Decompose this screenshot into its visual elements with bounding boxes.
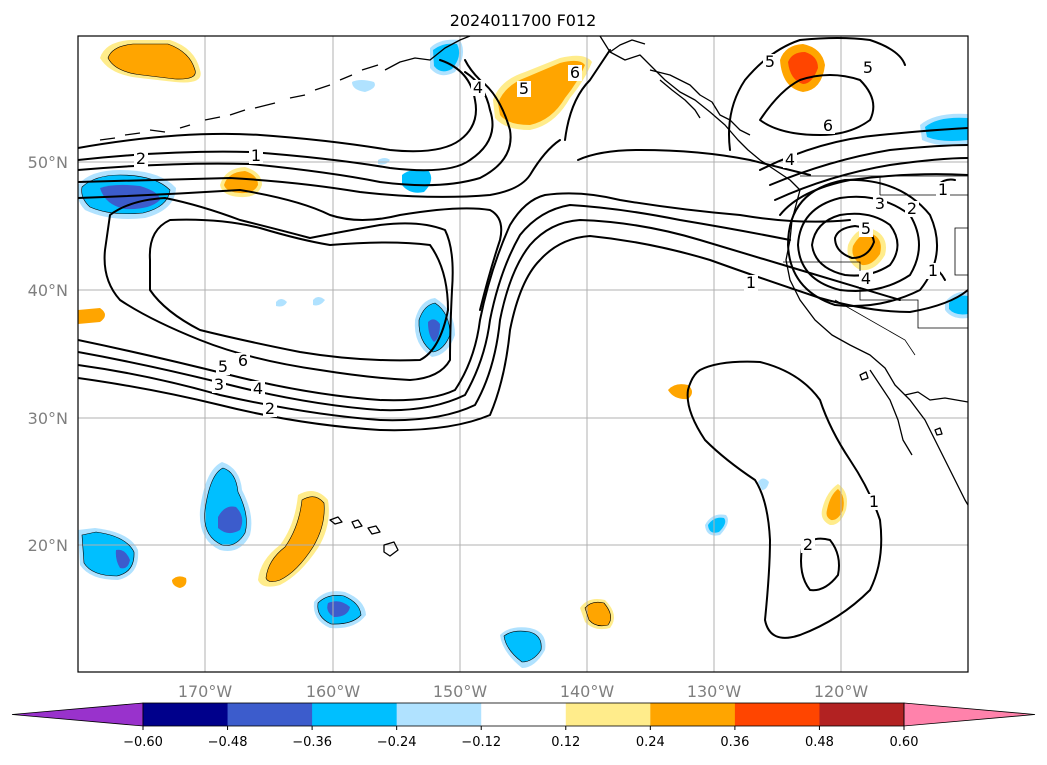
- latitude-labels: 50°N 40°N 30°N 20°N: [28, 153, 68, 555]
- colorbar-bin: [481, 703, 567, 726]
- contour-label-bg: [926, 263, 940, 279]
- lon-label: 120°W: [814, 682, 869, 701]
- contour-label: 5: [861, 219, 871, 238]
- contour-label: 2: [803, 535, 813, 554]
- colorbar-bin: [650, 703, 736, 726]
- colorbar-bin: [734, 703, 820, 726]
- lat-label: 20°N: [28, 536, 68, 555]
- contour-label-bg: [236, 353, 250, 369]
- contour-label: 4: [785, 150, 795, 169]
- contour-label: 5: [863, 58, 873, 77]
- positive-anomaly-shading: [78, 40, 886, 630]
- contour-label: 1: [938, 180, 948, 199]
- colorbar-tick-label: 0.48: [805, 735, 834, 750]
- lat-label: 30°N: [28, 409, 68, 428]
- contour-label-bg: [905, 201, 919, 217]
- contour-label: 2: [907, 199, 917, 218]
- contour-label: 4: [861, 269, 871, 288]
- colorbar-tick-label: 0.12: [551, 735, 580, 750]
- colorbar-bin: [143, 703, 229, 726]
- contour-label-bg: [821, 118, 835, 134]
- contour-label-bg: [212, 377, 226, 393]
- colorbar-frame: [142, 702, 905, 727]
- colorbar-tick-label: −0.24: [377, 735, 417, 750]
- contour-label: 5: [765, 52, 775, 71]
- contour-label: 5: [519, 79, 529, 98]
- colorbar-extend-high: [903, 702, 1036, 727]
- contour-label: 6: [570, 63, 580, 82]
- contour-label-bg: [517, 81, 531, 97]
- contour-label-bg: [568, 65, 582, 81]
- contour-label: 2: [265, 399, 275, 418]
- contour-label-bg: [801, 537, 815, 553]
- contours: [78, 37, 968, 639]
- contour-label-bg: [861, 60, 875, 76]
- map-panel: [78, 36, 968, 672]
- lon-label: 160°W: [306, 682, 361, 701]
- colorbar-extend-low: [11, 702, 144, 727]
- map-border: [77, 35, 969, 673]
- longitude-labels: 170°W 160°W 150°W 140°W 130°W 120°W: [178, 682, 869, 701]
- contour-label-bg: [763, 54, 777, 70]
- colorbar-bin: [396, 703, 482, 726]
- colorbar-bin: [227, 703, 313, 726]
- colorbar: −0.60 −0.48 −0.36 −0.24 −0.12 0.12 0.24 0.36 0.4…: [11, 702, 1036, 750]
- lon-label: 140°W: [560, 682, 615, 701]
- contour-label: 4: [253, 379, 263, 398]
- colorbar-tick-label: 0.60: [890, 735, 919, 750]
- contour-label-bg: [216, 359, 230, 375]
- contour-label-bg: [859, 221, 873, 237]
- colorbar-tick-label: −0.60: [123, 735, 163, 750]
- contour-label: 6: [823, 116, 833, 135]
- figure-title: 2024011700 F012: [450, 11, 597, 30]
- colorbar-bin: [312, 703, 398, 726]
- colorbar-tick-label: −0.36: [292, 735, 332, 750]
- contour-label-bg: [134, 151, 148, 167]
- contour-label-bg: [873, 196, 887, 212]
- colorbar-tick-label: −0.48: [208, 735, 248, 750]
- lon-label: 150°W: [433, 682, 488, 701]
- colorbar-tick-label: −0.12: [461, 735, 501, 750]
- colorbar-tick-label: 0.24: [636, 735, 665, 750]
- lon-label: 130°W: [687, 682, 742, 701]
- contour-label-bg: [867, 494, 881, 510]
- contour-label: 1: [746, 273, 756, 292]
- contour-label: 2: [136, 149, 146, 168]
- contour-label-bg: [744, 275, 758, 291]
- contour-label: 4: [473, 78, 483, 97]
- contour-label-bg: [249, 148, 263, 164]
- contour-label: 1: [869, 492, 879, 511]
- colorbar-tick-label: 0.36: [720, 735, 749, 750]
- lon-label: 170°W: [178, 682, 233, 701]
- contour-label-bg: [263, 401, 277, 417]
- contour-label-bg: [251, 381, 265, 397]
- contour-label: 3: [875, 194, 885, 213]
- shading-edges: [81, 43, 612, 663]
- contour-label: 1: [928, 261, 938, 280]
- contour-label: 1: [251, 146, 261, 165]
- contour-label: 5: [218, 357, 228, 376]
- colorbar-bin: [565, 703, 651, 726]
- contour-label-bg: [471, 80, 485, 96]
- contour-label: 6: [238, 351, 248, 370]
- lat-label: 50°N: [28, 153, 68, 172]
- colorbar-bin: [819, 703, 905, 726]
- contour-label: 3: [214, 375, 224, 394]
- contour-label-bg: [859, 271, 873, 287]
- contour-label-bg: [936, 182, 950, 198]
- contour-label-bg: [783, 152, 797, 168]
- lat-label: 40°N: [28, 281, 68, 300]
